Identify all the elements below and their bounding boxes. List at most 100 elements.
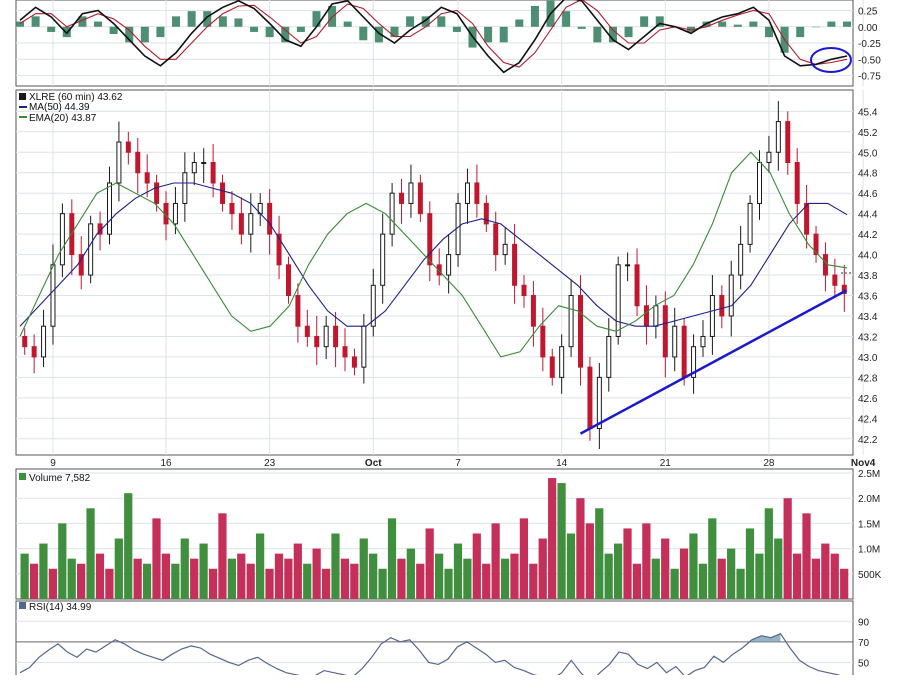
volume-bar [548, 478, 557, 599]
volume-bar [783, 498, 792, 599]
macd-histogram-bar [47, 26, 56, 32]
price-y-tick-9: 43.6 [858, 292, 878, 303]
price-candle-body [304, 325, 310, 337]
rsi-panel: 90 70 50 [15, 600, 870, 680]
price-candle-body [144, 172, 150, 184]
volume-bar [830, 553, 839, 599]
macd-histogram-bar [577, 26, 586, 29]
price-candle-body [295, 295, 301, 327]
price-y-tick-3: 44.8 [858, 169, 878, 180]
macd-line [19, 0, 848, 74]
macd-signal-line [19, 0, 848, 68]
volume-bar [557, 483, 566, 599]
price-candle-body [728, 274, 734, 317]
price-candle-body [653, 305, 659, 327]
macd-histogram-bar [312, 11, 321, 27]
volume-bar [679, 548, 689, 599]
volume-bar [58, 523, 67, 599]
volume-bar [312, 548, 321, 599]
price-candle-body [615, 264, 621, 337]
price-candle-body [50, 264, 56, 327]
price-candle-body [285, 264, 291, 297]
volume-bar [246, 563, 255, 599]
macd-histogram-bar [265, 26, 274, 38]
macd-histogram-bar [562, 11, 571, 27]
volume-bar [463, 558, 472, 599]
volume-bar [576, 498, 585, 599]
price-candle-body [59, 213, 65, 266]
price-candle-body [832, 274, 838, 286]
volume-bar [48, 568, 57, 599]
volume-bar [811, 558, 821, 599]
volume-bar [727, 548, 736, 599]
volume-bar [840, 568, 849, 599]
price-candle-body [662, 305, 668, 358]
x-tick-label-3: Oct [365, 458, 382, 469]
volume-y-tick-0: 2.5M [858, 469, 880, 480]
volume-bar [378, 568, 387, 599]
volume-bar [39, 543, 48, 599]
x-tick-label-7: 28 [763, 458, 775, 469]
volume-bar [406, 548, 415, 599]
volume-bar [689, 533, 698, 599]
price-candle-body [578, 295, 584, 368]
price-candle-body [813, 233, 819, 256]
price-candle-body [201, 162, 207, 165]
price-y-tick-4: 44.6 [858, 189, 878, 200]
price-candle-body [389, 192, 395, 235]
volume-bar [397, 558, 406, 599]
price-y-tick-13: 42.8 [858, 373, 878, 384]
macd-y-tick-0: 0.25 [858, 7, 878, 18]
volume-bar [736, 568, 745, 599]
price-y-tick-10: 43.4 [858, 312, 878, 323]
macd-histogram-bar [530, 5, 539, 27]
macd-y-tick-3: -0.50 [858, 55, 881, 66]
ema20-line [19, 151, 848, 358]
volume-bar [802, 513, 811, 599]
volume-bar [369, 553, 378, 599]
volume-legend: Volume 7,582 [19, 473, 91, 484]
rsi-legend: RSI(14) 34.99 [19, 602, 92, 613]
price-legend: XLRE (60 min) 43.62 MA(50) 44.39 EMA(20)… [19, 92, 123, 124]
volume-bar [661, 538, 670, 599]
macd-histogram-bar [109, 26, 118, 35]
macd-histogram-bar [733, 24, 742, 27]
price-candle-body [681, 325, 687, 378]
macd-histogram-bar [343, 21, 352, 27]
x-tick-label-8: Nov4 [851, 458, 876, 469]
price-candle-body [408, 182, 414, 204]
price-panel-frame [15, 89, 854, 456]
ema20-legend-swatch [19, 116, 27, 118]
volume-bar [208, 568, 218, 599]
price-y-tick-8: 43.8 [858, 271, 878, 282]
volume-bar [142, 563, 152, 599]
volume-bar [67, 558, 76, 599]
volume-bar [595, 508, 604, 599]
price-candle-body [361, 325, 367, 368]
price-candle-body [417, 182, 423, 215]
volume-bar [265, 568, 274, 599]
price-y-tick-14: 42.6 [858, 394, 878, 405]
volume-bar [303, 563, 312, 599]
macd-histogram-bar [718, 21, 727, 27]
macd-y-tick-2: -0.25 [858, 39, 881, 50]
price-candle-body [248, 213, 254, 235]
price-candle-body [822, 254, 828, 276]
price-candle-body [709, 295, 715, 337]
volume-bar [416, 563, 425, 599]
x-tick-label-5: 14 [556, 458, 568, 469]
rsi-legend-label: RSI(14) 34.99 [29, 602, 92, 613]
ema20-legend: EMA(20) 43.87 [29, 113, 97, 124]
price-candle-body [276, 233, 282, 266]
price-candle-body [559, 346, 565, 378]
volume-bar [171, 563, 180, 599]
x-tick-label-1: 16 [160, 458, 172, 469]
support-trendline [579, 289, 847, 435]
price-candle-body [333, 325, 339, 348]
price-y-tick-16: 42.2 [858, 435, 878, 446]
volume-bar [708, 518, 717, 599]
macd-histogram-bar [827, 21, 836, 27]
price-candle-body [125, 141, 131, 153]
